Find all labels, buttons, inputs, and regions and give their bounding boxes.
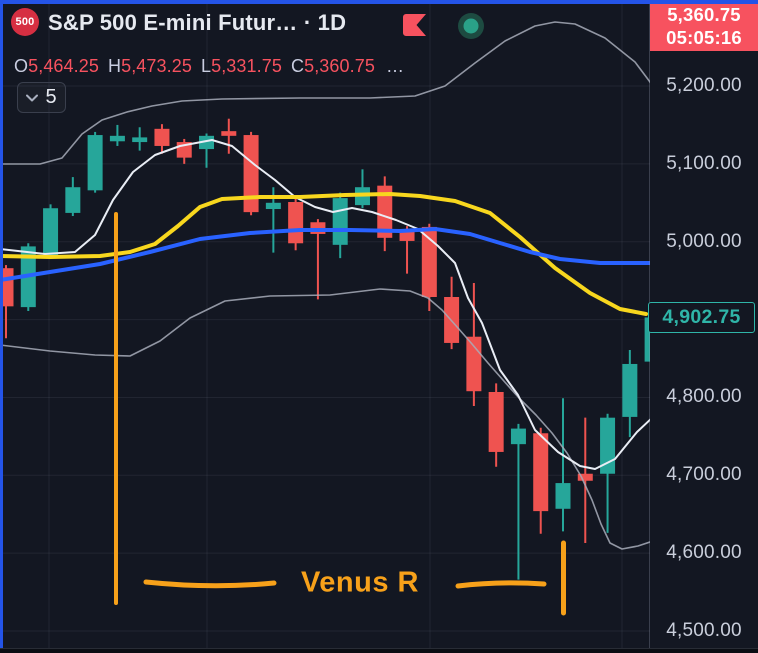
candle [399, 226, 415, 274]
candle [132, 127, 148, 151]
candle [154, 124, 170, 154]
candlesticks [0, 118, 650, 580]
price-axis-label: 5,000.00 [666, 230, 742, 252]
chevron-down-icon [26, 94, 39, 101]
bb-upper-line [0, 21, 650, 165]
price-axis-label: 5,200.00 [666, 75, 742, 96]
drawing-lines[interactable] [114, 212, 566, 616]
candle [444, 276, 460, 350]
candle [510, 423, 526, 580]
candle [109, 124, 125, 146]
candle [87, 131, 103, 193]
bar-countdown-timer: 05:05:16 [666, 27, 742, 48]
close-value: 5,360.75 [304, 55, 375, 76]
low-value: 5,331.75 [211, 55, 282, 76]
ohlc-more-ellipsis[interactable]: … [385, 55, 405, 76]
last-price-value: 5,360.75 [667, 4, 741, 26]
indicator-price-tag: 4,902.75 [648, 302, 755, 333]
candle [421, 223, 437, 312]
candle [288, 198, 304, 251]
drawing-text-label[interactable]: Venus R [301, 566, 419, 599]
candle [176, 138, 192, 164]
last-price-countdown-label: 5,360.75 05:05:16 [650, 3, 758, 51]
candle [577, 417, 593, 544]
ma-blue-line [0, 227, 650, 282]
candle [488, 383, 504, 467]
price-axis-label: 4,800.00 [666, 386, 742, 408]
time-axis-strip[interactable] [0, 648, 758, 653]
price-axis-label: 4,700.00 [666, 464, 742, 486]
candle [622, 349, 638, 438]
window-border-top [0, 0, 758, 4]
price-axis-label: 4,500.00 [666, 620, 742, 642]
symbol-title[interactable]: S&P 500 E-mini Futur… · 1D [48, 10, 347, 35]
interval-value: 5 [45, 86, 57, 108]
indicator-length-dropdown[interactable]: 5 [17, 82, 66, 113]
candle [377, 176, 393, 252]
gridlines [0, 0, 650, 648]
bb-lower-line [0, 288, 650, 550]
candle [533, 427, 549, 534]
candle [600, 413, 616, 533]
candle [644, 317, 650, 362]
close-label: C [290, 55, 305, 76]
ma-yellow-line [0, 192, 648, 316]
candle [466, 282, 482, 407]
ohlc-values: O 5,464.25 H 5,473.25 L 5,331.75 C 5,360… [14, 55, 404, 77]
bb-basis-line [0, 139, 650, 470]
candle [243, 131, 259, 216]
market-status-icon[interactable] [458, 13, 484, 39]
price-axis-label: 5,100.00 [666, 152, 742, 174]
candle [221, 118, 237, 154]
candle [43, 204, 59, 259]
candle [65, 177, 81, 217]
open-value: 5,464.25 [28, 55, 99, 76]
high-label: H [107, 55, 122, 76]
candle [354, 169, 370, 209]
symbol-logo[interactable]: 500 [11, 8, 39, 36]
window-border-left [0, 0, 3, 648]
candle [199, 133, 215, 168]
candle [555, 398, 571, 532]
low-label: L [200, 55, 212, 76]
candle [332, 192, 348, 259]
open-label: O [14, 55, 29, 76]
price-chart[interactable] [0, 0, 650, 648]
price-axis-label: 4,600.00 [666, 542, 742, 564]
high-value: 5,473.25 [121, 55, 192, 76]
flag-icon[interactable] [403, 14, 426, 36]
